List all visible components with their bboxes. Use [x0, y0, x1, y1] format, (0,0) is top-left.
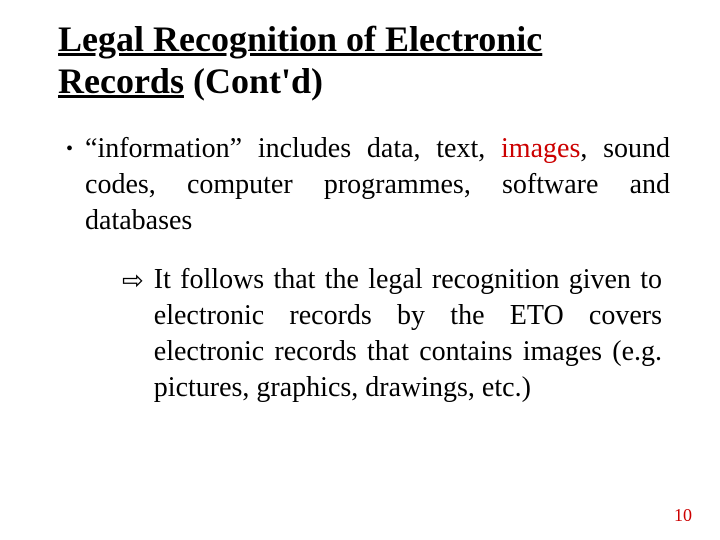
page-number: 10: [674, 505, 692, 526]
sub-text: It follows that the legal recognition gi…: [154, 262, 670, 405]
slide-container: Legal Recognition of Electronic Records …: [0, 0, 720, 406]
bullet-text: “information” includes data, text, image…: [85, 131, 670, 238]
bullet-pre: “information” includes data, text,: [85, 133, 501, 164]
bullet-highlight: images: [501, 133, 580, 164]
title-rest: (Cont'd): [184, 61, 323, 101]
arrow-icon: ⇨: [122, 264, 144, 297]
slide-title: Legal Recognition of Electronic Records …: [58, 18, 670, 103]
bullet-marker: •: [66, 137, 73, 163]
sub-item: ⇨ It follows that the legal recognition …: [122, 262, 670, 405]
bullet-item: • “information” includes data, text, ima…: [66, 131, 670, 238]
